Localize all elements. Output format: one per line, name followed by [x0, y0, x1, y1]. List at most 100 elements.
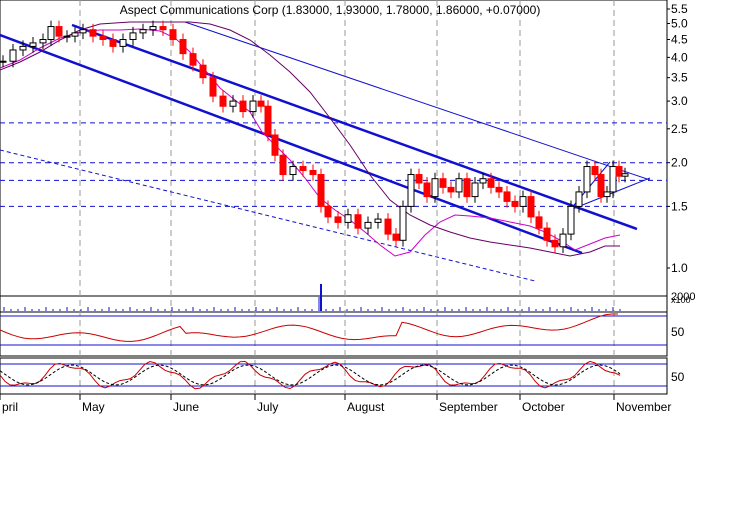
month-label: pril: [2, 400, 18, 414]
oscillator-2-frame: [0, 357, 668, 395]
candle-body: [119, 38, 127, 47]
candle-body: [471, 182, 479, 198]
candle-body: [209, 77, 217, 97]
candle-body: [374, 218, 382, 223]
channel-lower-line: [0, 33, 583, 255]
candle-body: [299, 166, 307, 171]
candle-body: [179, 38, 187, 55]
candle-body: [289, 166, 297, 176]
oscillator-1-frame: [0, 311, 668, 357]
candle-body: [9, 49, 17, 62]
price-tick-label: 2.5: [671, 122, 688, 136]
candle-body: [399, 205, 407, 241]
candle-body: [334, 216, 342, 223]
candle-body: [109, 38, 117, 47]
resistance-trend-line: [184, 21, 651, 181]
price-tick-label: 5.0: [671, 16, 688, 30]
price-tick-label: 2.0: [671, 156, 688, 170]
candle-body: [344, 214, 352, 223]
candle-body: [279, 154, 287, 176]
month-label: October: [522, 400, 565, 414]
candle-body: [309, 169, 317, 176]
candle-body: [407, 174, 415, 207]
candle-body: [519, 196, 527, 207]
candle-body: [495, 186, 503, 193]
candle-body: [55, 26, 63, 37]
candle-body: [149, 26, 157, 31]
volume-value-label: 2000: [671, 291, 695, 303]
candle-body: [603, 191, 611, 198]
candle-body: [551, 239, 559, 248]
oscillator-2-line: [0, 360, 621, 390]
candle-body: [535, 216, 543, 229]
channel-upper-line: [71, 23, 638, 231]
candle-body: [615, 166, 623, 177]
candle-body: [199, 64, 207, 79]
level-lines: [0, 122, 667, 207]
oscillator-2-signal-line: [0, 364, 621, 386]
candle-body: [264, 105, 272, 136]
candle-body: [583, 166, 591, 193]
candle-body: [79, 29, 87, 34]
month-label: August: [347, 400, 385, 414]
candle-body: [71, 32, 79, 37]
candle-body: [575, 191, 583, 207]
candle-body: [559, 233, 567, 248]
month-label: July: [257, 400, 278, 414]
candle-body: [47, 26, 55, 40]
candle-body: [129, 32, 137, 40]
candle-body: [609, 166, 617, 193]
price-tick-label: 4.5: [671, 32, 688, 46]
candle-body: [621, 173, 629, 177]
candle-body: [219, 95, 227, 107]
candle-body: [439, 178, 447, 188]
month-labels: pril May June July August September October Nov…: [0, 394, 671, 414]
support-dashed-line: [0, 149, 536, 282]
price-tick-label: 4.0: [671, 50, 688, 64]
month-label: September: [439, 400, 498, 414]
price-axis-ticks: 5.55.0 4.5 4.0 3.5 3.0 2.5 2.0 1.5 1.0: [667, 2, 688, 275]
candle-body: [392, 233, 400, 241]
candlesticks: [0, 20, 629, 253]
month-label: May: [82, 400, 105, 414]
candle-body: [384, 218, 392, 235]
oscillator-1-label: 50: [671, 325, 685, 339]
price-panel-frame: [0, 0, 668, 297]
price-tick-label: 1.0: [671, 261, 688, 275]
candle-body: [455, 178, 463, 193]
candle-body: [189, 53, 197, 66]
chart-title: Aspect Communications Corp (1.83000, 1.9…: [120, 3, 541, 17]
candle-body: [567, 205, 575, 235]
candle-body: [463, 178, 471, 198]
candle-body: [447, 186, 455, 193]
candle-body: [597, 174, 605, 198]
candle-body: [354, 214, 362, 229]
candle-body: [479, 178, 487, 184]
price-tick-label: 1.5: [671, 199, 688, 213]
volume-bars: [3, 284, 621, 311]
candle-body: [543, 227, 551, 241]
candle-body: [317, 174, 325, 207]
oscillator-1-line: [0, 313, 618, 342]
candle-body: [249, 100, 257, 113]
candle-body: [89, 29, 97, 37]
ma-slow-line: [0, 21, 620, 257]
candle-body: [239, 100, 247, 113]
candle-body: [63, 35, 71, 38]
candle-body: [591, 166, 599, 176]
candle-body: [415, 174, 423, 184]
price-tick-label: 3.0: [671, 94, 688, 108]
candle-body: [431, 178, 439, 198]
candle-body: [99, 35, 107, 40]
candle-body: [527, 196, 535, 218]
candle-body: [324, 205, 332, 218]
oscillator-2-label: 50: [671, 370, 685, 384]
month-label: November: [616, 400, 671, 414]
ma-fast-line: [0, 28, 621, 257]
candle-body: [423, 182, 431, 198]
candle-body: [139, 29, 147, 34]
candle-body: [0, 60, 7, 63]
candle-body: [19, 45, 27, 51]
candle-body: [511, 200, 519, 207]
